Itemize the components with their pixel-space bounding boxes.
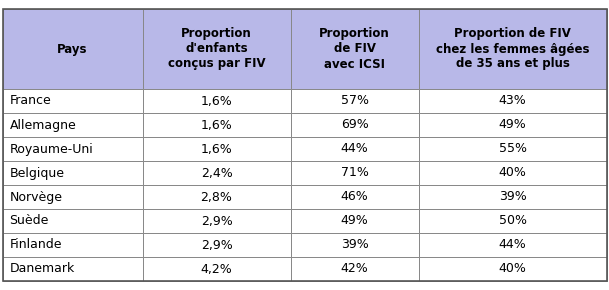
Text: 40%: 40% <box>499 262 526 275</box>
Text: 2,8%: 2,8% <box>200 191 233 204</box>
Text: Proportion
d'enfants
conçus par FIV: Proportion d'enfants conçus par FIV <box>167 28 266 70</box>
Bar <box>143 137 290 161</box>
Text: 39%: 39% <box>499 191 526 204</box>
Bar <box>290 161 418 185</box>
Text: 40%: 40% <box>499 166 526 180</box>
Bar <box>418 9 607 89</box>
Text: 2,4%: 2,4% <box>200 166 233 180</box>
Bar <box>2 257 143 281</box>
Text: 57%: 57% <box>340 95 368 108</box>
Text: 49%: 49% <box>499 119 526 131</box>
Bar <box>290 185 418 209</box>
Text: 49%: 49% <box>340 215 368 227</box>
Text: Finlande: Finlande <box>10 238 62 251</box>
Text: 46%: 46% <box>340 191 368 204</box>
Text: 44%: 44% <box>499 238 526 251</box>
Text: 44%: 44% <box>340 142 368 155</box>
Text: Pays: Pays <box>57 43 88 55</box>
Text: Allemagne: Allemagne <box>10 119 76 131</box>
Bar <box>143 161 290 185</box>
Bar <box>290 209 418 233</box>
Bar <box>418 209 607 233</box>
Bar <box>290 9 418 89</box>
Bar <box>2 185 143 209</box>
Bar <box>2 161 143 185</box>
Text: Danemark: Danemark <box>10 262 75 275</box>
Text: 50%: 50% <box>499 215 527 227</box>
Text: Proportion de FIV
chez les femmes âgées
de 35 ans et plus: Proportion de FIV chez les femmes âgées … <box>436 28 590 70</box>
Bar <box>2 137 143 161</box>
Bar <box>418 161 607 185</box>
Text: Suède: Suède <box>10 215 49 227</box>
Bar <box>290 257 418 281</box>
Text: France: France <box>10 95 51 108</box>
Text: Proportion
de FIV
avec ICSI: Proportion de FIV avec ICSI <box>319 28 390 70</box>
Text: 43%: 43% <box>499 95 526 108</box>
Text: Belgique: Belgique <box>10 166 65 180</box>
Bar <box>290 233 418 257</box>
Bar <box>143 113 290 137</box>
Text: 39%: 39% <box>340 238 368 251</box>
Bar <box>143 185 290 209</box>
Text: 69%: 69% <box>340 119 368 131</box>
Bar <box>290 137 418 161</box>
Text: 2,9%: 2,9% <box>200 215 233 227</box>
Text: Royaume-Uni: Royaume-Uni <box>10 142 93 155</box>
Text: 4,2%: 4,2% <box>200 262 233 275</box>
Bar <box>2 233 143 257</box>
Text: 71%: 71% <box>340 166 368 180</box>
Bar <box>143 233 290 257</box>
Bar <box>418 113 607 137</box>
Bar <box>290 89 418 113</box>
Bar <box>418 257 607 281</box>
Bar <box>2 89 143 113</box>
Text: 1,6%: 1,6% <box>200 95 233 108</box>
Bar <box>143 89 290 113</box>
Bar <box>290 113 418 137</box>
Text: 55%: 55% <box>499 142 527 155</box>
Text: 2,9%: 2,9% <box>200 238 233 251</box>
Bar <box>143 257 290 281</box>
Bar <box>2 9 143 89</box>
Bar <box>418 137 607 161</box>
Bar <box>418 89 607 113</box>
Bar <box>143 209 290 233</box>
Bar <box>418 185 607 209</box>
Bar <box>418 233 607 257</box>
Text: 1,6%: 1,6% <box>200 119 233 131</box>
Text: 1,6%: 1,6% <box>200 142 233 155</box>
Bar <box>2 209 143 233</box>
Bar <box>2 113 143 137</box>
Text: Norvège: Norvège <box>10 191 63 204</box>
Text: 42%: 42% <box>340 262 368 275</box>
Bar <box>143 9 290 89</box>
